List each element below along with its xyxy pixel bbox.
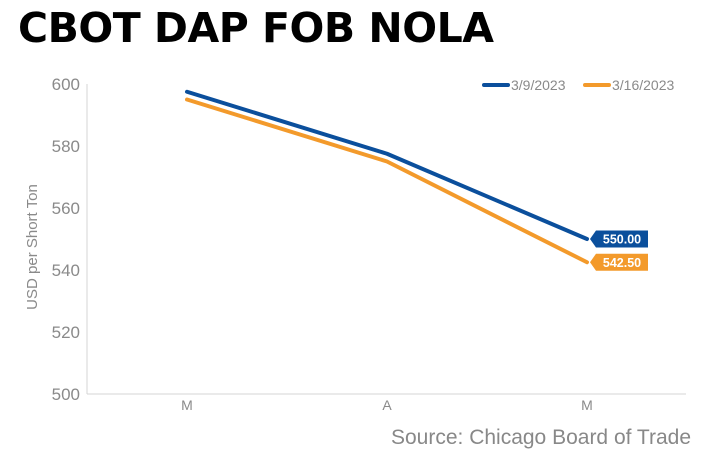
y-tick-label: 600 xyxy=(52,75,80,94)
end-label-2: 542.50 xyxy=(590,253,648,271)
end-label-1: 550.00 xyxy=(590,230,648,248)
y-tick-label: 580 xyxy=(52,137,80,156)
source-note: Source: Chicago Board of Trade xyxy=(390,426,691,449)
end-value-labels: 550.00 542.50 xyxy=(590,230,648,271)
x-tick-label: M xyxy=(581,397,593,413)
end-label-tag xyxy=(590,230,648,248)
chart-title: CBOT DAP FOB NOLA xyxy=(18,4,494,52)
y-tick-label: 540 xyxy=(52,261,80,280)
end-label-tag xyxy=(590,253,648,271)
legend-label: 3/16/2023 xyxy=(612,77,674,93)
series-line-2 xyxy=(185,97,589,265)
legend-item-1: 3/9/2023 xyxy=(482,77,566,93)
y-tick-label: 520 xyxy=(52,323,80,342)
y-tick-label: 560 xyxy=(52,199,80,218)
y-axis-title: USD per Short Ton xyxy=(24,184,41,310)
x-tick-label: M xyxy=(181,397,193,413)
end-label-value: 542.50 xyxy=(603,256,641,270)
series-lines xyxy=(185,89,589,265)
end-label-value: 550.00 xyxy=(603,233,641,247)
legend: 3/9/2023 3/16/2023 xyxy=(482,77,674,93)
y-tick-label: 500 xyxy=(52,385,80,404)
legend-label: 3/9/2023 xyxy=(511,77,566,93)
legend-item-2: 3/16/2023 xyxy=(583,77,674,93)
x-tick-label: A xyxy=(382,397,392,413)
series-line-1 xyxy=(185,89,589,241)
y-tick-labels: 500 520 540 560 580 600 xyxy=(52,75,80,404)
